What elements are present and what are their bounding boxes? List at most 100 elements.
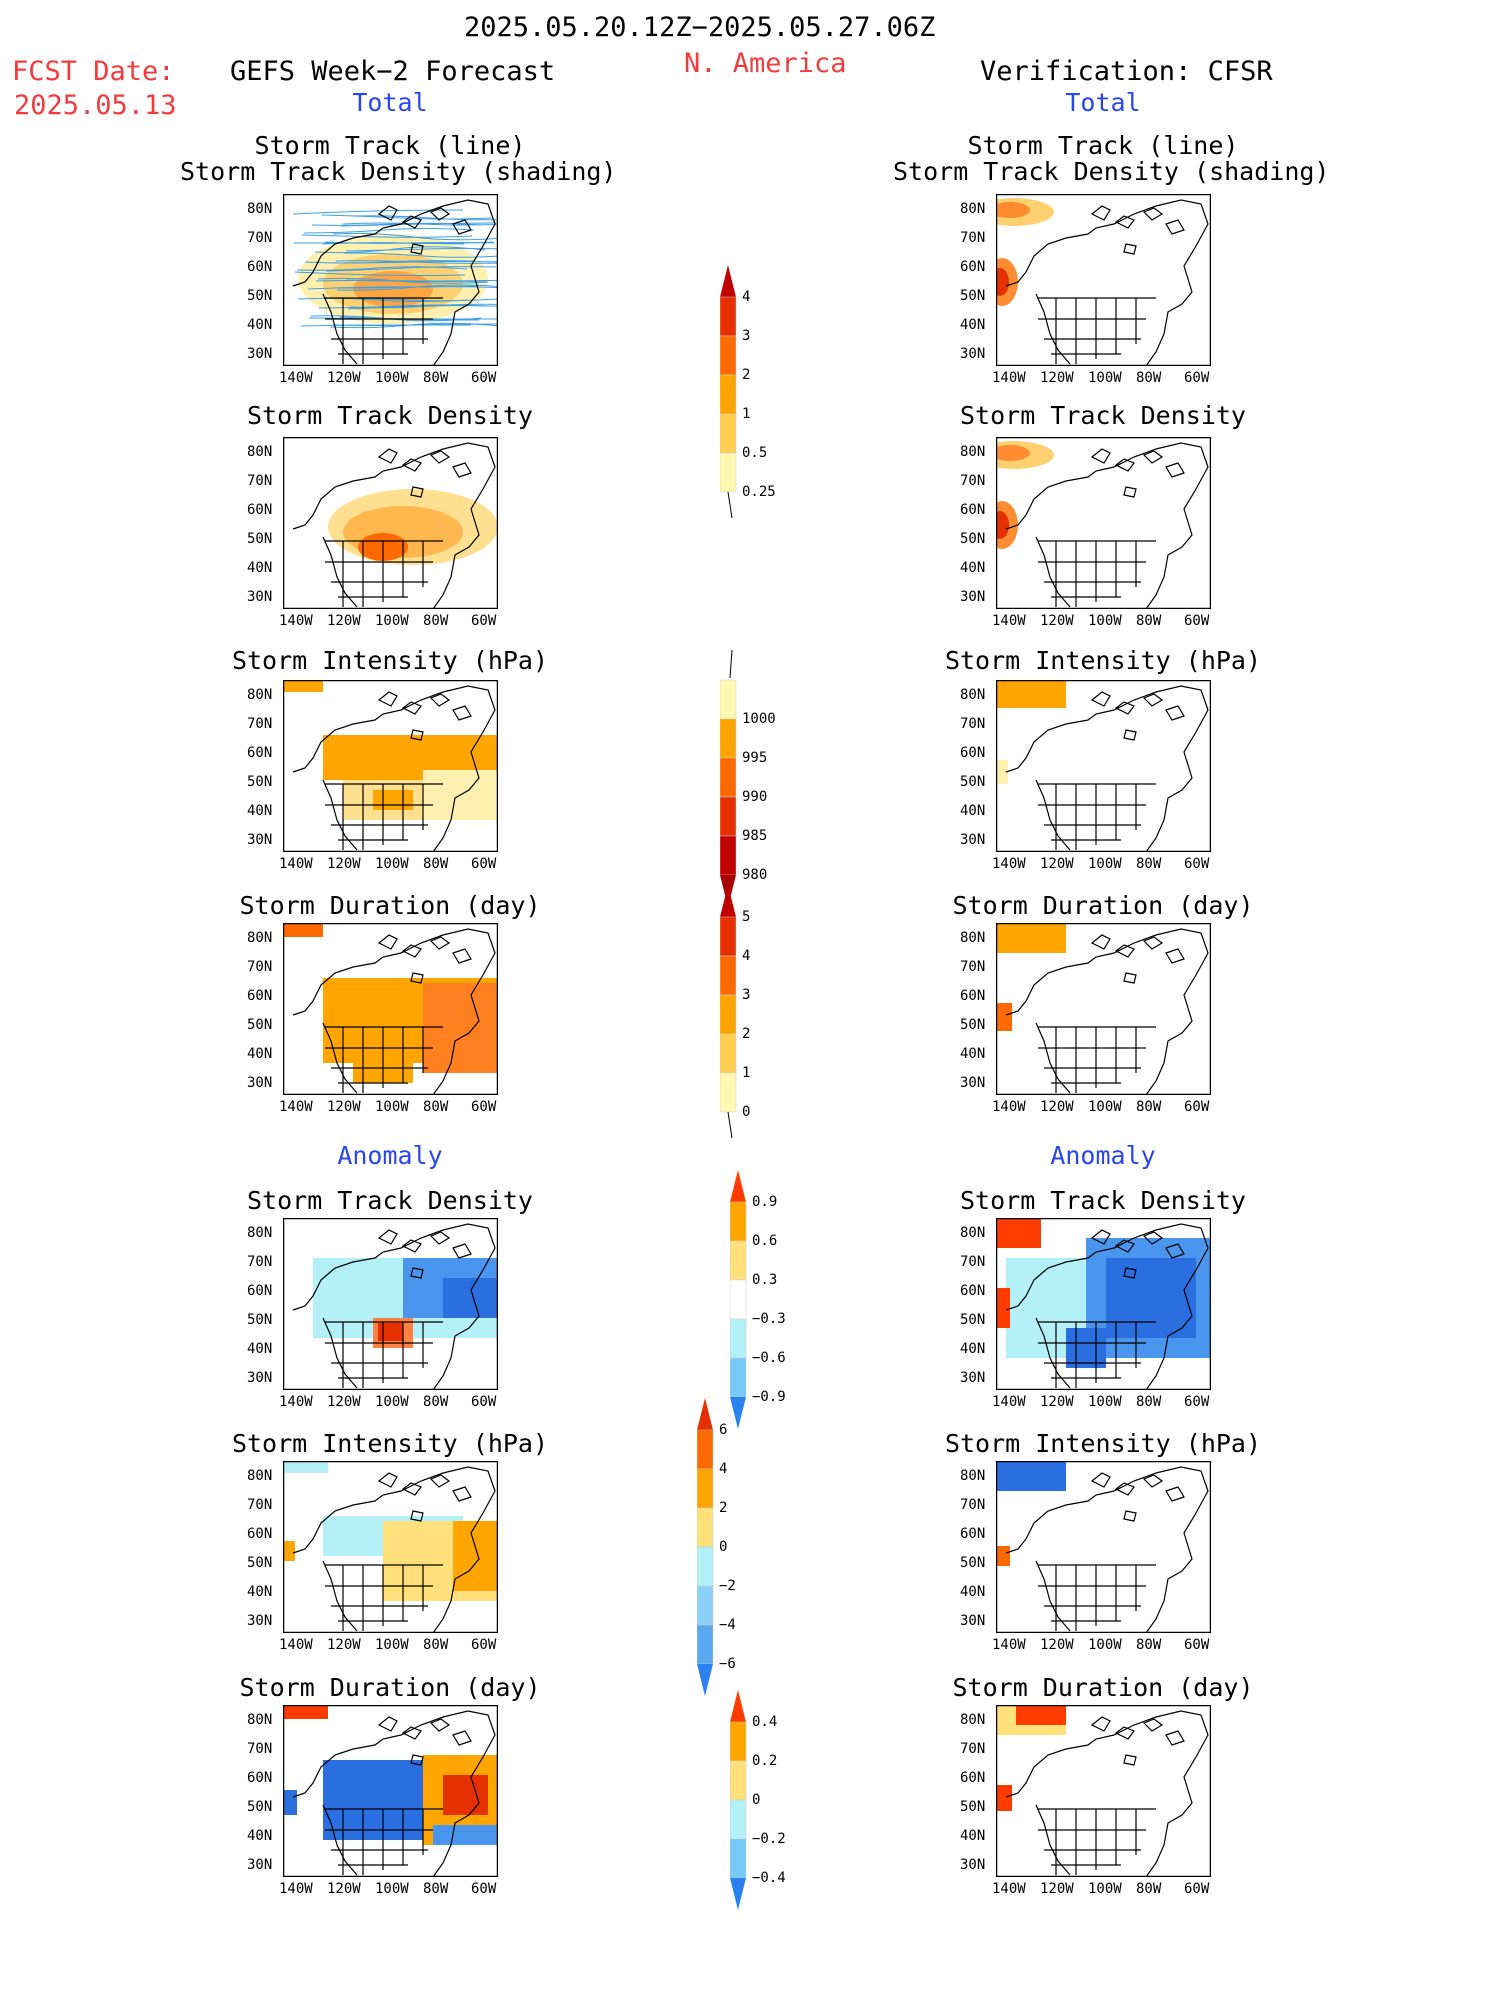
colorbar-arrow-up — [720, 265, 736, 297]
shading-area — [996, 680, 1066, 708]
colorbar-label: 2 — [719, 1500, 728, 1516]
colorbar-segment — [729, 1357, 747, 1398]
lon-tick-label: 80W — [1136, 613, 1162, 629]
panel-title-intensity: Storm Intensity (hPa) — [231, 646, 549, 675]
lat-tick-label: 80N — [960, 201, 986, 217]
colorbar-arrow-down — [730, 1878, 746, 1910]
lon-tick-label: 100W — [375, 1099, 409, 1115]
colorbar-arrow-down — [730, 1397, 746, 1429]
lat-tick-label: 50N — [247, 1017, 273, 1033]
storm-track-line — [297, 297, 469, 302]
lat-tick-label: 30N — [247, 1075, 273, 1091]
map-panel — [974, 193, 1212, 367]
map-panel — [282, 1460, 499, 1634]
lon-tick-label: 60W — [1184, 856, 1210, 872]
boundary-line — [377, 448, 472, 498]
lat-tick-label: 40N — [960, 803, 986, 819]
colorbar-segment — [696, 1585, 714, 1626]
lat-tick-label: 70N — [247, 473, 273, 489]
lat-tick-label: 60N — [960, 1283, 986, 1299]
lat-tick-label: 70N — [960, 1254, 986, 1270]
lon-tick-label: 100W — [375, 370, 409, 386]
map-panel — [974, 436, 1212, 610]
panel-title-anom-density: Storm Track Density — [247, 1186, 533, 1215]
colorbar-label: 4 — [719, 1461, 728, 1477]
lon-tick-label: 80W — [423, 613, 449, 629]
lon-tick-label: 140W — [992, 1881, 1026, 1897]
lat-tick-label: 60N — [247, 259, 273, 275]
shading-area — [283, 1790, 297, 1815]
lon-tick-label: 60W — [471, 1099, 497, 1115]
map-frame — [282, 1460, 499, 1634]
lat-tick-label: 80N — [247, 930, 273, 946]
shading-area — [283, 1705, 328, 1719]
lon-tick-label: 120W — [327, 1637, 361, 1653]
lat-tick-label: 50N — [247, 288, 273, 304]
lon-tick-label: 60W — [1184, 1394, 1210, 1410]
lat-tick-label: 40N — [247, 803, 273, 819]
left-column-title: GEFS Week−2 Forecast — [230, 56, 556, 87]
colorbar-segment — [719, 374, 737, 415]
lon-tick-label: 60W — [1184, 1099, 1210, 1115]
shading-area — [283, 680, 323, 692]
boundary-line — [325, 1321, 443, 1388]
lat-tick-label: 70N — [247, 1497, 273, 1513]
shading-area — [991, 511, 1009, 539]
lon-tick-label: 140W — [279, 370, 313, 386]
colorbar-arrow-up — [720, 885, 736, 917]
lat-tick-label: 60N — [960, 259, 986, 275]
colorbar-label: 0.4 — [752, 1714, 778, 1730]
lat-tick-label: 50N — [960, 1312, 986, 1328]
lat-tick-label: 30N — [960, 589, 986, 605]
lon-tick-label: 80W — [423, 856, 449, 872]
colorbar-label: 2 — [742, 367, 751, 383]
colorbar-label: 1000 — [742, 711, 776, 727]
panel-title-anom-duration: Storm Duration (day) — [239, 1673, 541, 1702]
lat-tick-label: 60N — [960, 1526, 986, 1542]
shading-area — [996, 1003, 1012, 1031]
lat-tick-label: 40N — [247, 1828, 273, 1844]
colorbar-duration — [719, 885, 740, 1185]
colorbar-label: −6 — [719, 1656, 736, 1672]
map-canvas — [282, 1217, 499, 1391]
boundary-line — [325, 540, 443, 607]
colorbar-label: 6 — [719, 1422, 728, 1438]
boundary-line — [377, 1229, 472, 1279]
colorbar-label: 0.25 — [742, 484, 776, 500]
lon-tick-label: 100W — [375, 1637, 409, 1653]
colorbar-segment — [729, 1838, 747, 1879]
lat-tick-label: 30N — [960, 1613, 986, 1629]
lon-tick-label: 60W — [471, 370, 497, 386]
lat-tick-label: 30N — [247, 1370, 273, 1386]
colorbar-label: 4 — [742, 289, 751, 305]
lon-tick-label: 140W — [279, 1881, 313, 1897]
colorbar-label: 0.2 — [752, 1753, 778, 1769]
map-panel — [995, 679, 1212, 853]
colorbar-anom_intensity — [696, 1398, 717, 1778]
lon-tick-label: 120W — [327, 1881, 361, 1897]
boundary-line — [1038, 783, 1156, 850]
boundary-line — [377, 934, 472, 984]
colorbar-label: 995 — [742, 750, 768, 766]
lat-tick-label: 50N — [247, 1555, 273, 1571]
colorbar-tail — [727, 1111, 733, 1139]
shading-area — [996, 1546, 1010, 1566]
colorbar-label: 0.3 — [752, 1272, 778, 1288]
colorbar-intensity — [719, 649, 740, 950]
boundary-line — [325, 1026, 443, 1093]
lon-tick-label: 140W — [992, 1637, 1026, 1653]
lon-tick-label: 60W — [471, 1637, 497, 1653]
map-panel — [282, 1217, 499, 1391]
colorbar-label: 4 — [742, 948, 751, 964]
lat-tick-label: 70N — [247, 959, 273, 975]
map-panel — [282, 436, 499, 610]
lat-tick-label: 50N — [960, 1555, 986, 1571]
lon-tick-label: 140W — [279, 856, 313, 872]
lon-tick-label: 100W — [1088, 856, 1122, 872]
lon-tick-label: 140W — [992, 613, 1026, 629]
total-section-label-right: Total — [1065, 88, 1141, 117]
lat-tick-label: 70N — [960, 1741, 986, 1757]
map-frame — [995, 1704, 1212, 1878]
colorbar-tail — [727, 491, 733, 519]
lon-tick-label: 80W — [1136, 1881, 1162, 1897]
